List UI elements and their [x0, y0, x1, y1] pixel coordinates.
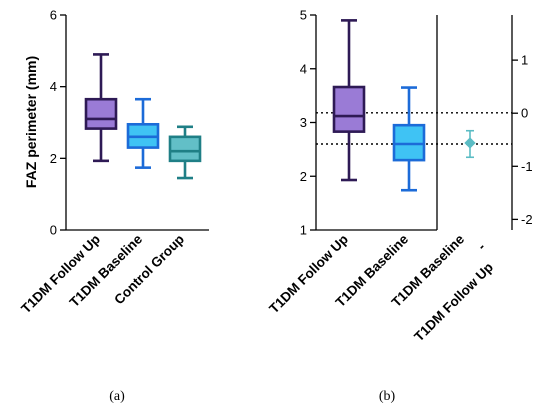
- panel-a-boxes: [84, 53, 202, 180]
- panel-b-difference: [464, 129, 476, 159]
- panel-a-y-tick-label: 2: [50, 151, 57, 166]
- panel-a-y-tick-label: 0: [50, 223, 57, 238]
- panel-b-label: (b): [379, 389, 396, 404]
- panel-b-y-tick-label: 2: [300, 169, 307, 184]
- panel-a-y-tick-label: 4: [50, 79, 57, 94]
- panel-a-box: [84, 97, 118, 130]
- panel-b-y-tick-label: 1: [300, 223, 307, 238]
- panel-a-ylabel: FAZ perimeter (mm): [23, 56, 39, 188]
- panel-a-category-label: T1DM Baseline: [67, 231, 146, 310]
- panel-b-y-tick-label: 4: [300, 61, 307, 76]
- panel-a: FAZ perimeter (mm) 0 2 4 6 T1DM Follow Up T…: [18, 8, 209, 404]
- panel-a-label: (a): [109, 389, 125, 404]
- panel-b-right-y-tick-label: -1: [521, 159, 533, 174]
- panel-b-boxes: [332, 19, 426, 192]
- panel-b-y-ticks: 1 2 3 4 5: [300, 8, 316, 238]
- panel-b-right-y-tick-label: -2: [521, 212, 533, 227]
- panel-b-box: [332, 85, 366, 133]
- panel-b-y-tick-label: 5: [300, 8, 307, 23]
- panel-b-right-y-ticks: -2 -1 0 1: [512, 53, 533, 227]
- panel-b-difference-label-dash: -: [474, 240, 488, 254]
- panel-b-right-y-tick-label: 1: [521, 53, 528, 68]
- panel-a-y-tick-label: 6: [50, 8, 57, 23]
- panel-b-right-y-tick-label: 0: [521, 106, 528, 121]
- panel-a-category-label: T1DM Follow Up: [18, 232, 103, 317]
- panel-b-y-tick-label: 3: [300, 115, 307, 130]
- panel-b-box: [392, 123, 426, 162]
- panel-b-difference-mean-point: [464, 137, 476, 149]
- panel-a-y-ticks: 0 2 4 6: [50, 8, 66, 238]
- panel-a-box: [168, 135, 202, 163]
